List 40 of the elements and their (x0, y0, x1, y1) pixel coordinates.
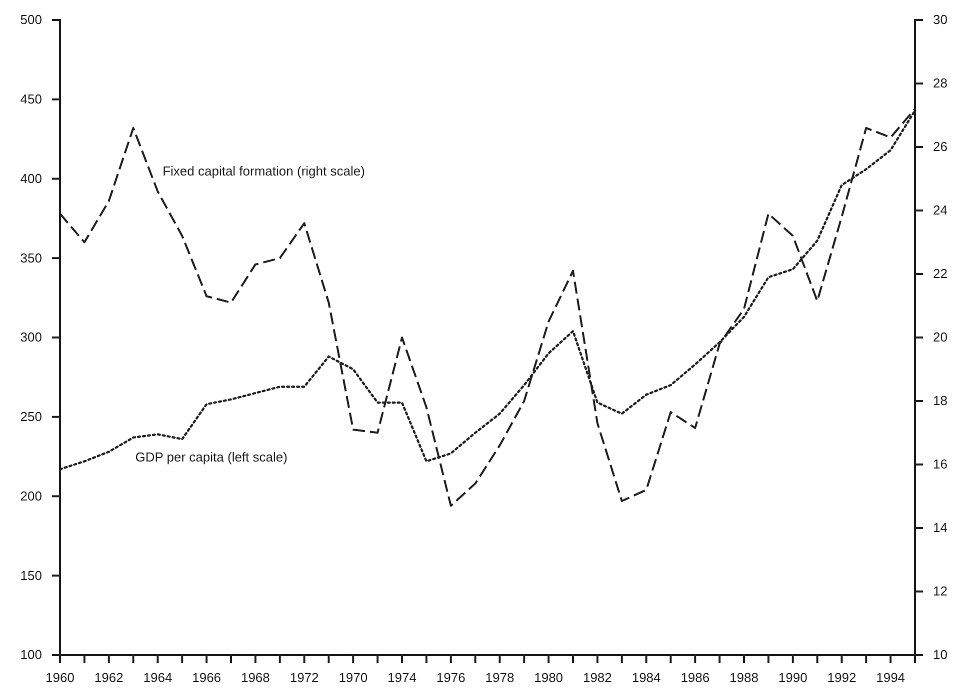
y-tick-label: 350 (20, 250, 42, 266)
x-tick-label: 1978 (485, 670, 514, 686)
y2-tick-label: 28 (933, 76, 948, 91)
x-tick-label: 1974 (388, 670, 416, 686)
x-tick-label: 1994 (876, 670, 906, 686)
x-tick-label: 1970 (338, 670, 368, 686)
y2-tick-label: 20 (933, 330, 948, 345)
y-tick-label: 250 (20, 409, 42, 424)
y-tick-label: 200 (20, 488, 42, 504)
y2-tick-label: 24 (933, 202, 948, 218)
y-tick-label: 500 (20, 12, 42, 28)
y2-tick-label: 30 (933, 12, 948, 28)
y2-tick-label: 16 (933, 456, 948, 472)
series-label: Fixed capital formation (right scale) (162, 164, 365, 179)
y-tick-label: 450 (20, 92, 42, 107)
x-tick-label: 1990 (778, 670, 808, 686)
x-tick-label: 1988 (730, 670, 758, 686)
y2-tick-label: 14 (933, 520, 948, 536)
y2-tick-label: 26 (933, 139, 948, 154)
x-tick-label: 1984 (632, 670, 661, 686)
y2-tick-label: 22 (933, 266, 948, 282)
x-tick-label: 1992 (827, 670, 856, 686)
x-tick-label: 1960 (46, 670, 74, 686)
x-tick-label: 1972 (290, 670, 319, 686)
y2-tick-label: 18 (933, 393, 948, 408)
x-tick-label: 1976 (436, 670, 466, 686)
x-tick-label: 1980 (534, 670, 564, 686)
x-tick-label: 1982 (582, 670, 612, 686)
x-tick-label: 1986 (680, 670, 710, 686)
x-tick-label: 1962 (94, 670, 124, 686)
y2-tick-label: 12 (933, 584, 948, 599)
x-tick-label: 1964 (143, 670, 172, 686)
y2-tick-label: 10 (933, 647, 948, 662)
y-tick-label: 100 (20, 647, 42, 662)
x-tick-label: 1966 (192, 670, 222, 686)
y-tick-label: 400 (20, 170, 42, 186)
series-label: GDP per capita (left scale) (135, 449, 288, 464)
y-tick-label: 150 (20, 568, 42, 583)
y-tick-label: 300 (20, 330, 42, 345)
x-tick-label: 1968 (240, 670, 270, 686)
